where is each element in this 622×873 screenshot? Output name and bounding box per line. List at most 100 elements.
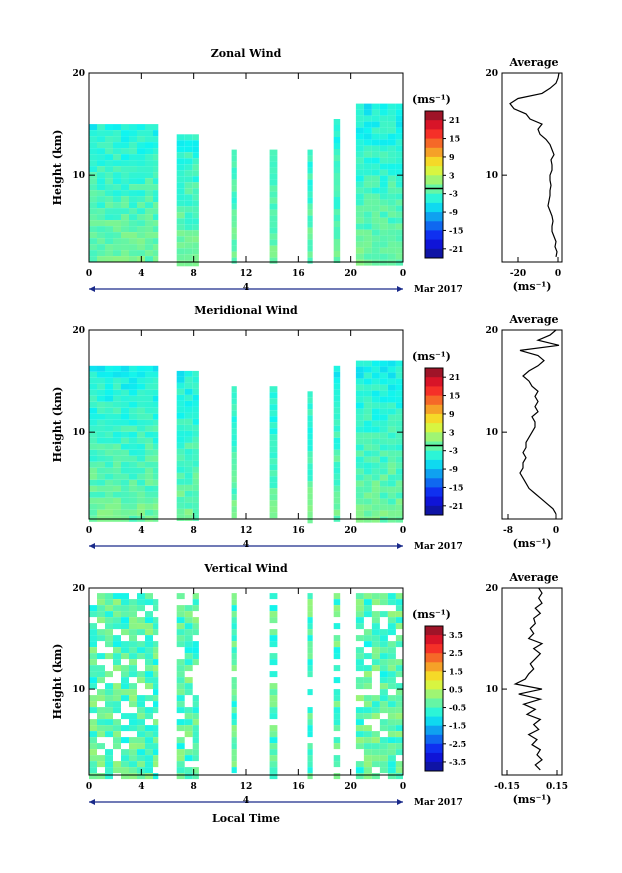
heatmap-cell [121,124,129,131]
heatmap-cell [89,202,97,209]
heatmap-cell [387,253,396,260]
heatmap-cell [387,151,396,158]
heatmap-cell [307,251,313,258]
heatmap-cell [145,184,153,191]
heatmap-cell [355,169,364,176]
heatmap-cell [176,242,185,249]
heatmap-cell [395,617,403,624]
heatmap-cell [137,413,145,420]
heatmap-cell [307,617,313,624]
heatmap-cell [105,389,113,396]
heatmap-cell [153,413,159,420]
heatmap-cell [176,466,185,473]
heatmap-cell [395,211,403,218]
colorbar-tick-label: -3 [449,189,458,199]
heatmap-cell [307,209,313,216]
heatmap-cell [153,689,159,696]
heatmap-cell [145,629,153,636]
heatmap-cell [129,166,137,173]
heatmap-cell [333,653,341,660]
heatmap-cell [113,449,121,456]
heatmap-cell [184,731,193,738]
heatmap-cell [176,406,185,413]
heatmap-cell [192,206,199,213]
heatmap-cell [387,659,396,666]
heatmap-cell [184,260,193,267]
heatmap-cell [121,755,129,762]
heatmap-cell [395,145,403,152]
heatmap-cell [129,497,137,504]
heatmap-cell [355,743,364,750]
heatmap-cell [395,432,403,439]
heatmap-cell [97,413,105,420]
heatmap-cell [307,511,313,518]
heatmap-cell [184,370,193,377]
heatmap-cell [137,419,145,426]
heatmap-cell [387,432,396,439]
heatmap-cell [97,599,105,606]
x-tick-label: 0 [86,782,92,792]
heatmap-cell [184,653,193,660]
heatmap-cell [145,485,153,492]
heatmap-cell [176,188,185,195]
heatmap-cell [113,136,121,143]
heatmap-cell [89,220,97,227]
heatmap-cell [379,235,388,242]
heatmap-cell [97,617,105,624]
heatmap-cell [121,371,129,378]
heatmap-cell [153,749,159,756]
heatmap-cell [105,130,113,137]
heatmap-cell [176,725,185,732]
heatmap-cell [184,659,193,666]
heatmap-cell [145,407,153,414]
heatmap-cell [355,605,364,612]
heatmap-cell [395,402,403,409]
heatmap-cell [333,425,341,432]
heatmap-cell [97,713,105,720]
heatmap-cell [137,479,145,486]
heatmap-cell [231,434,237,441]
heatmap-cell [333,155,341,161]
heatmap-cell [153,773,159,780]
heatmap-cell [121,365,129,372]
heatmap-cell [363,725,372,732]
heatmap-cell [387,719,396,726]
heatmap-cell [379,695,388,702]
heatmap-cell [184,508,193,515]
heatmap-cell [307,167,313,174]
heatmap-cell [387,611,396,618]
heatmap-cell [333,257,341,263]
heatmap-cell [363,641,372,648]
heatmap-cell [387,593,396,600]
heatmap-cell [145,503,153,510]
heatmap-cell [129,413,137,420]
heatmap-cell [231,209,237,216]
heatmap-cells [89,360,403,524]
heatmap-cell [333,509,341,516]
heatmap-cell [129,419,137,426]
heatmap-cell [363,432,372,439]
heatmap-cell [333,185,341,191]
heatmap-cell [363,163,372,170]
heatmap-cell [231,161,237,168]
heatmap-cell [363,193,372,200]
heatmap-cell [379,241,388,248]
heatmap-cell [371,115,380,122]
x-tick-label: 16 [292,269,305,279]
heatmap-cell [153,701,159,708]
heatmap-cell [105,256,113,263]
heatmap-cell [269,494,278,501]
heatmap-cell [379,767,388,774]
heatmap-cell [89,509,97,516]
heatmap-cell [363,480,372,487]
heatmap-cell [355,599,364,606]
heatmap-cell [176,689,185,696]
heatmap-cell [371,366,380,373]
heatmap-cell [371,653,380,660]
heatmap-cell [121,683,129,690]
heatmap-cell [184,406,193,413]
heatmap-cell [97,431,105,438]
heatmap-cell [379,378,388,385]
heatmap-cell [105,713,113,720]
heatmap-cell [355,366,364,373]
